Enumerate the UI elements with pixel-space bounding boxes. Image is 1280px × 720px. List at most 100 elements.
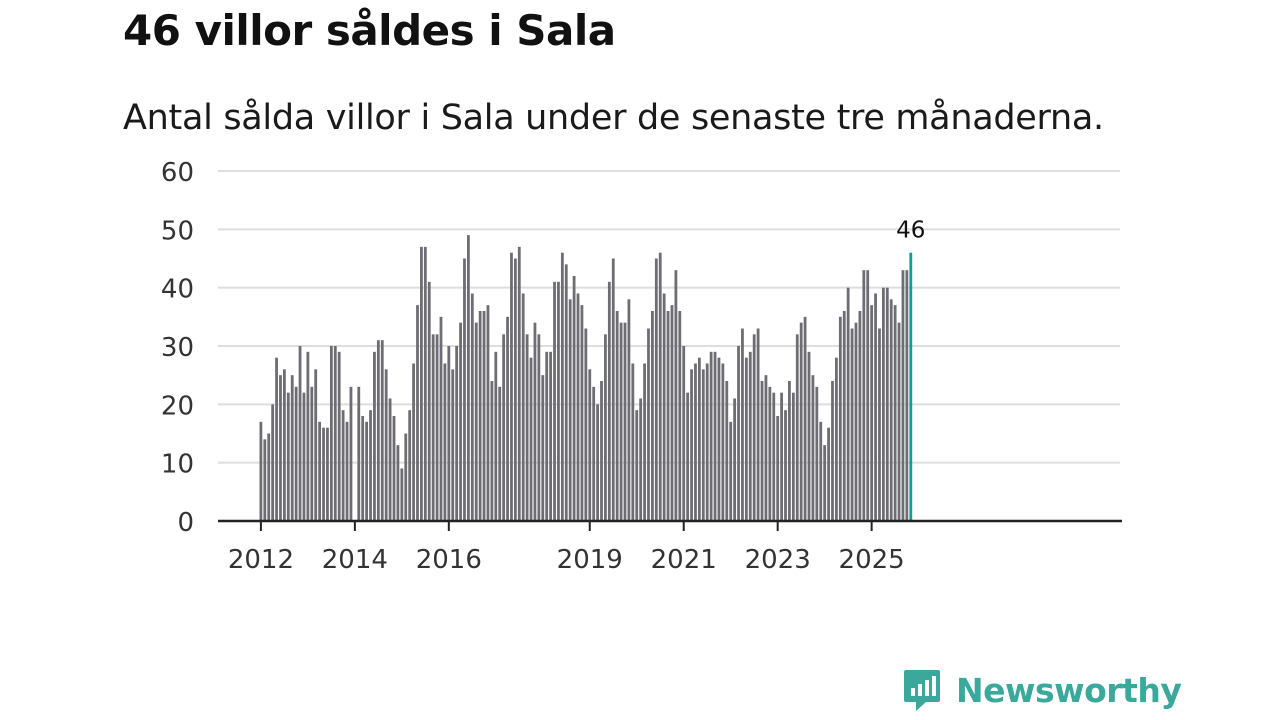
- bar: [455, 346, 459, 521]
- bar: [815, 386, 819, 521]
- newsworthy-logo-text: Newsworthy: [956, 670, 1182, 710]
- bar: [705, 363, 709, 521]
- bar: [525, 334, 529, 521]
- bar: [521, 293, 525, 521]
- bar: [314, 369, 318, 521]
- bar: [537, 334, 541, 521]
- newsworthy-logo[interactable]: Newsworthy: [902, 668, 1182, 712]
- bar: [384, 369, 388, 521]
- bar: [396, 445, 400, 521]
- bar: [560, 252, 564, 521]
- bar: [588, 369, 592, 521]
- bar: [420, 246, 423, 522]
- bar: [870, 305, 874, 521]
- bar: [494, 351, 498, 521]
- bar: [604, 334, 607, 521]
- bar: [482, 311, 486, 521]
- bar: [885, 287, 889, 521]
- bar: [259, 421, 263, 521]
- bar: [369, 410, 372, 521]
- bar: [658, 252, 662, 521]
- y-tick-label: 60: [161, 158, 194, 188]
- bar: [564, 264, 568, 521]
- bar: [263, 439, 267, 521]
- bar: [294, 386, 298, 521]
- bar: [470, 293, 474, 521]
- bar: [666, 311, 670, 521]
- bar: [744, 357, 748, 521]
- bar: [333, 346, 337, 521]
- bar: [764, 375, 768, 521]
- bar: [811, 375, 815, 521]
- bar: [279, 375, 282, 521]
- bar: [768, 386, 772, 521]
- bar: [474, 322, 478, 521]
- bar: [443, 363, 447, 521]
- bar: [846, 287, 850, 521]
- bar: [553, 281, 556, 521]
- bar: [780, 392, 783, 521]
- bar: [741, 328, 744, 521]
- bar: [341, 410, 345, 521]
- bar: [275, 357, 278, 521]
- bar: [478, 311, 482, 521]
- bar: [416, 305, 419, 521]
- bar: [881, 287, 885, 521]
- bar: [486, 305, 490, 521]
- bar: [498, 386, 502, 521]
- bar: [322, 427, 325, 521]
- bar: [271, 404, 275, 521]
- bar: [623, 322, 627, 521]
- bar: [596, 404, 599, 521]
- bar: [459, 322, 462, 521]
- bar: [615, 311, 619, 521]
- bar: [752, 334, 756, 521]
- bar: [361, 416, 365, 521]
- bar: [674, 270, 678, 521]
- bar: [427, 281, 431, 521]
- bar: [701, 369, 705, 521]
- y-tick-label: 0: [177, 508, 194, 538]
- bar: [435, 334, 439, 521]
- x-tick-label: 2021: [651, 545, 717, 575]
- bar: [717, 357, 721, 521]
- bar: [607, 281, 611, 521]
- bar: [267, 433, 271, 521]
- chart-subtitle: Antal sålda villor i Sala under de senas…: [123, 98, 1104, 138]
- bar: [533, 322, 537, 521]
- bar: [788, 381, 791, 521]
- bar: [831, 381, 834, 521]
- bar: [337, 351, 341, 521]
- bar: [686, 392, 690, 521]
- bar: [635, 410, 639, 521]
- bar: [639, 398, 643, 521]
- bar: [510, 252, 513, 521]
- bar: [580, 305, 584, 521]
- bar: [412, 363, 415, 521]
- bar: [654, 258, 658, 521]
- bar: [392, 416, 396, 521]
- bar: [326, 427, 329, 521]
- bar: [400, 468, 404, 521]
- bar: [893, 305, 897, 521]
- x-tick-label: 2012: [228, 545, 294, 575]
- bar: [791, 392, 795, 521]
- bar: [627, 299, 631, 521]
- bar: [866, 270, 870, 521]
- bar: [290, 375, 294, 521]
- bar: [748, 351, 752, 521]
- x-tick-label: 2023: [745, 545, 811, 575]
- bar: [807, 351, 811, 521]
- bar: [690, 369, 693, 521]
- bar: [600, 381, 603, 521]
- bar: [776, 416, 780, 521]
- bar: [557, 281, 560, 521]
- bar: [545, 351, 549, 521]
- bar: [513, 258, 517, 521]
- highlight-data-label: 46: [896, 218, 925, 244]
- bar: [373, 351, 376, 521]
- bar: [298, 346, 302, 521]
- bar: [611, 258, 615, 521]
- bar: [838, 316, 842, 521]
- bar: [643, 363, 646, 521]
